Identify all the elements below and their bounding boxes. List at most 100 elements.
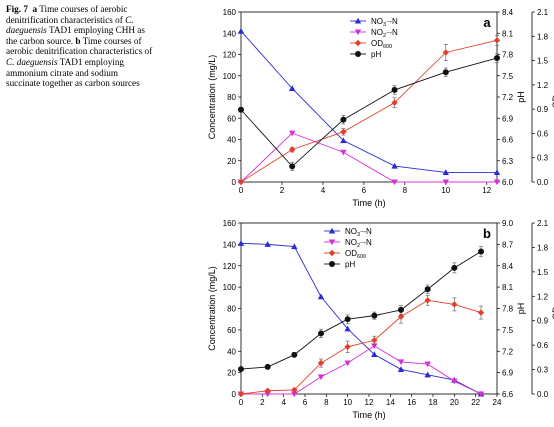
chart-panel-b-group: 0 2 4 6 8 10 12 14 16 18 20 22 240204060801001201401…	[207, 219, 554, 420]
data-point	[424, 286, 431, 293]
data-point	[477, 391, 485, 398]
panel-letter: a	[483, 15, 491, 30]
plot-frame	[240, 11, 498, 183]
legend-marker	[329, 261, 335, 267]
data-point	[424, 361, 431, 368]
legend-marker	[328, 227, 336, 234]
series-line	[240, 132, 497, 183]
ph-tick-label: 6.6	[502, 136, 514, 145]
od-tick-label: 0.0	[537, 178, 549, 187]
y-tick-label: 80	[227, 305, 236, 314]
ph-tick-label: 6.0	[502, 178, 514, 187]
data-point	[478, 248, 484, 255]
data-point	[317, 293, 325, 300]
data-point	[397, 313, 405, 320]
data-point	[238, 366, 244, 373]
x-tick-label: 2	[260, 398, 265, 407]
y-tick-label: 120	[223, 51, 237, 60]
data-point	[340, 116, 347, 123]
data-point	[344, 325, 351, 332]
od-tick-label: 1.5	[537, 57, 549, 66]
od-tick-label: 1.8	[537, 243, 549, 252]
od-tick-label: 0.6	[537, 341, 549, 350]
data-point	[424, 371, 431, 378]
x-tick-label: 10	[441, 186, 450, 195]
data-point	[340, 137, 347, 144]
y-tick-label: 40	[227, 347, 236, 356]
data-point	[291, 243, 298, 250]
data-point	[424, 297, 431, 304]
legend-label: NO2−-N	[345, 238, 372, 249]
od-tick-label: 1.5	[537, 268, 549, 277]
od-tick-label: 0.0	[537, 390, 549, 399]
legend-marker	[354, 39, 362, 47]
x-tick-label: 12	[482, 186, 491, 195]
series-diamond	[237, 295, 485, 398]
y-tick-label: 140	[223, 29, 237, 38]
data-point	[391, 99, 398, 106]
od-tick-label: 1.2	[537, 292, 549, 301]
data-point	[340, 128, 347, 136]
od-tick-label: 1.2	[537, 81, 549, 90]
y-tick-label: 140	[223, 240, 237, 249]
caption-text-a2: TAD1 employing CHH as the carbon source.	[6, 25, 145, 46]
data-point	[371, 312, 378, 319]
data-point	[451, 378, 458, 385]
y-tick-label: 40	[227, 136, 236, 145]
x-tick-label: 8	[403, 186, 408, 195]
data-point	[371, 337, 378, 344]
data-point	[264, 391, 271, 398]
ph-axis-label: pH	[516, 303, 526, 315]
data-point	[289, 130, 296, 137]
od-axis-label: OD600	[551, 86, 554, 109]
data-point	[442, 69, 449, 76]
data-point	[442, 169, 449, 175]
series-triangle-up	[237, 27, 501, 175]
data-point	[264, 387, 271, 394]
y-tick-label: 0	[232, 178, 237, 187]
ph-tick-label: 8.4	[502, 262, 514, 271]
data-point	[238, 106, 244, 113]
caption-genus-b: C. daeguensis	[6, 56, 58, 67]
legend-label: NO3−-N	[371, 17, 398, 28]
legend-label: pH	[345, 260, 355, 269]
od-tick-label: 0.9	[537, 317, 549, 326]
ph-tick-label: 7.8	[502, 305, 514, 314]
data-point	[493, 179, 501, 186]
data-point	[237, 390, 245, 398]
series-line	[240, 30, 497, 173]
data-point	[289, 163, 296, 170]
x-tick-label: 6	[362, 186, 367, 195]
series-circle	[238, 53, 500, 171]
data-point	[442, 179, 449, 186]
ph-tick-label: 6.9	[502, 369, 514, 378]
data-point	[264, 241, 271, 247]
series-line	[240, 57, 498, 168]
data-point	[289, 85, 296, 92]
data-point	[317, 374, 325, 381]
y-tick-label: 60	[227, 326, 236, 335]
y-tick-label: 160	[223, 219, 237, 228]
legend-marker	[355, 51, 361, 57]
od-tick-label: 2.1	[537, 219, 549, 228]
x-tick-label: 18	[429, 398, 438, 407]
y-tick-label: 100	[223, 283, 237, 292]
figure-caption: Fig. 7 a Time courses of aerobic denitri…	[6, 4, 154, 89]
data-point	[397, 366, 405, 372]
x-tick-label: 0	[239, 398, 244, 407]
data-point	[344, 316, 351, 323]
legend-marker	[354, 29, 362, 36]
y-tick-label: 160	[223, 8, 237, 17]
ph-axis-label: pH	[516, 91, 526, 103]
series-diamond	[237, 35, 501, 186]
legend-marker	[354, 17, 362, 24]
ph-tick-label: 7.8	[502, 51, 514, 60]
series-circle	[238, 246, 484, 373]
series-line	[241, 345, 482, 395]
od-tick-label: 1.8	[537, 32, 549, 41]
legend-label: NO2−-N	[371, 28, 398, 39]
ph-tick-label: 6.6	[502, 390, 514, 399]
od-tick-label: 0.6	[537, 129, 549, 138]
series-line	[240, 242, 482, 395]
y-tick-label: 60	[227, 114, 236, 123]
